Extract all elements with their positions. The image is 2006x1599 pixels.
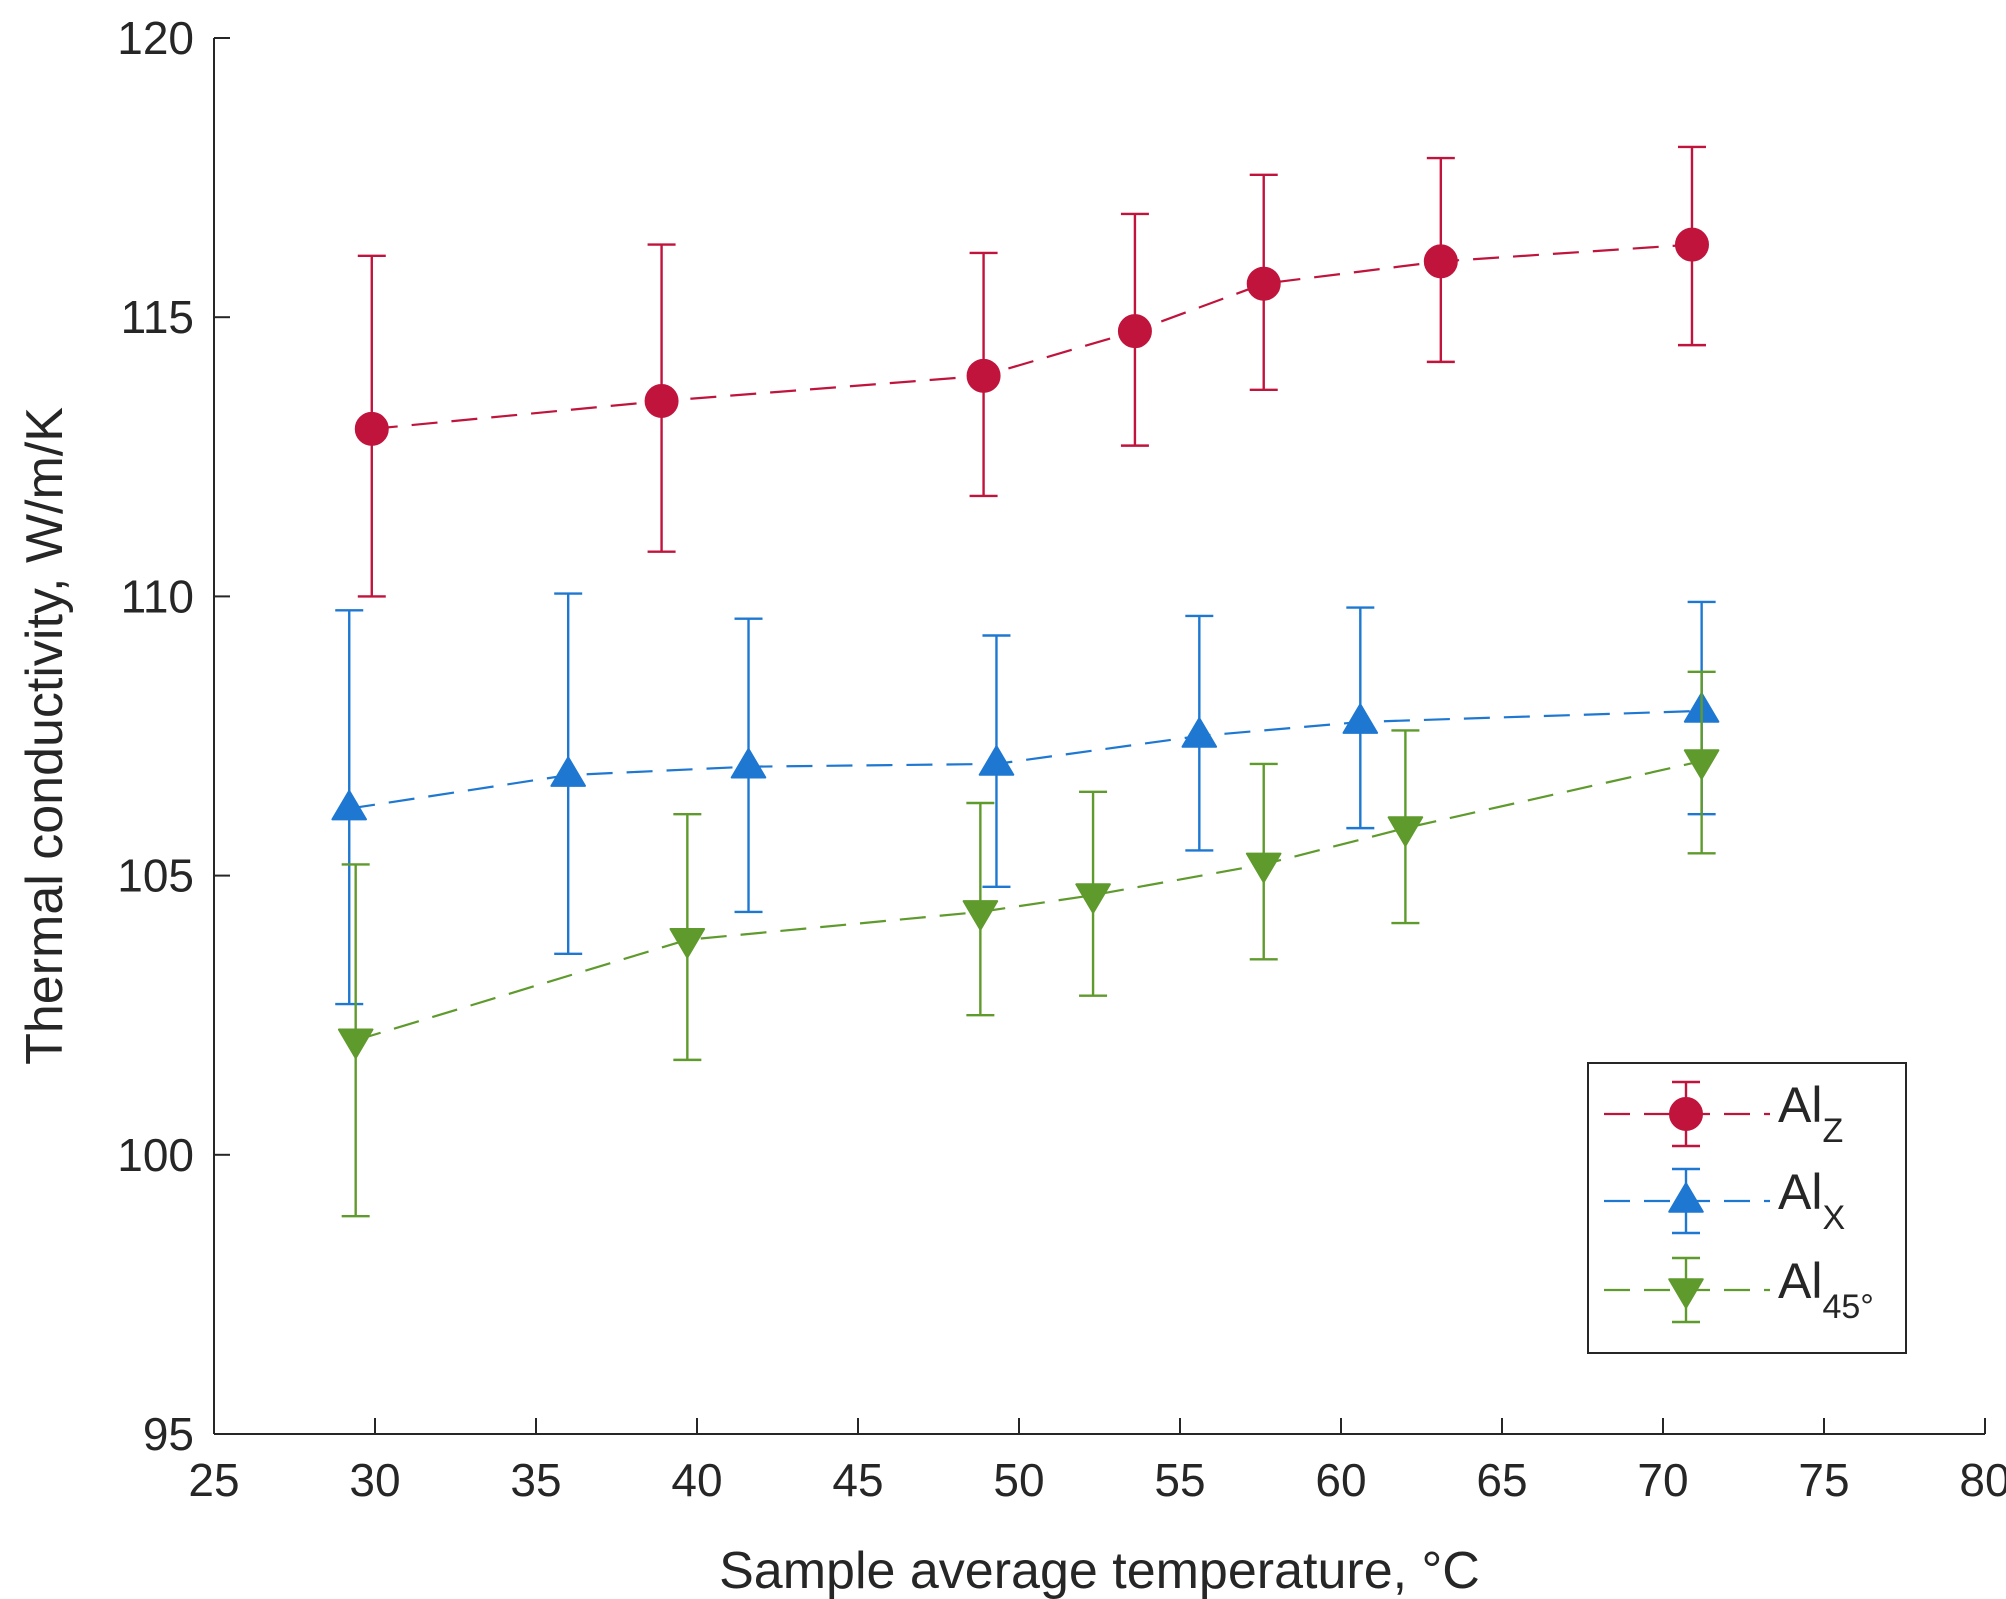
- legend-label-main: Al: [1778, 1164, 1822, 1220]
- data-point: [337, 1028, 374, 1059]
- data-point: [966, 358, 1001, 393]
- legend-label: Al45°: [1778, 1253, 1874, 1326]
- series-1: [331, 592, 1720, 1006]
- x-tick-label: 70: [1637, 1454, 1688, 1506]
- x-axis-title: Sample average temperature, °C: [719, 1542, 1480, 1599]
- legend-label-subscript: 45°: [1822, 1288, 1873, 1326]
- y-tick-label: 100: [117, 1129, 194, 1181]
- legend-label-subscript: X: [1822, 1199, 1845, 1237]
- x-tick-label: 55: [1154, 1454, 1205, 1506]
- legend-marker: [1668, 1278, 1704, 1309]
- legend-label: AlZ: [1778, 1077, 1843, 1150]
- y-axis-title: Thermal conductivity, W/m/K: [16, 407, 74, 1065]
- plot-series: [331, 145, 1720, 1218]
- data-point: [550, 756, 586, 787]
- legend-entry-2: Al45°: [1604, 1253, 1874, 1326]
- legend-label-subscript: Z: [1822, 1112, 1843, 1150]
- series-0: [354, 145, 1709, 598]
- axes: [213, 38, 1985, 1435]
- legend-box: [1587, 1062, 1907, 1354]
- x-tick-label: 45: [832, 1454, 883, 1506]
- legend-label-main: Al: [1778, 1077, 1822, 1133]
- x-tick-label: 30: [349, 1454, 400, 1506]
- legend-entry-0: AlZ: [1604, 1077, 1843, 1150]
- x-tick-label: 40: [671, 1454, 722, 1506]
- legend-entry-1: AlX: [1604, 1164, 1845, 1237]
- x-tick-label: 80: [1959, 1454, 2006, 1506]
- y-tick-label: 110: [121, 570, 194, 622]
- y-tick-label: 95: [143, 1408, 194, 1460]
- series-2: [337, 670, 1720, 1218]
- data-point: [331, 789, 367, 821]
- data-point: [962, 900, 999, 931]
- legend-marker: [1669, 1097, 1703, 1131]
- legend-label: AlX: [1778, 1164, 1845, 1237]
- data-point: [354, 411, 389, 446]
- x-tick-label: 60: [1315, 1454, 1366, 1506]
- legend-marker: [1668, 1182, 1704, 1213]
- data-point: [1674, 227, 1709, 262]
- data-point: [1387, 816, 1424, 847]
- data-point: [1181, 717, 1218, 748]
- y-tick-label: 115: [121, 291, 194, 343]
- data-point: [1075, 883, 1111, 914]
- data-point: [1245, 852, 1282, 884]
- x-tick-label: 35: [510, 1454, 561, 1506]
- data-point: [669, 928, 706, 959]
- x-tick-label: 65: [1476, 1454, 1527, 1506]
- x-tick-label: 25: [188, 1454, 239, 1506]
- y-tick-label: 105: [117, 850, 194, 902]
- data-point: [1117, 314, 1152, 349]
- data-point: [978, 745, 1015, 776]
- data-point: [1342, 703, 1379, 734]
- x-tick-label: 50: [993, 1454, 1044, 1506]
- data-point: [730, 748, 767, 779]
- y-tick-label: 120: [117, 12, 194, 64]
- legend-label-main: Al: [1778, 1253, 1822, 1309]
- data-point: [1246, 266, 1281, 301]
- data-point: [1423, 244, 1458, 279]
- x-tick-label: 75: [1798, 1454, 1849, 1506]
- y-axis-ticks: 95 100 105 110 115 120: [117, 12, 230, 1460]
- data-point: [644, 383, 679, 418]
- data-point: [1683, 749, 1720, 780]
- x-axis-ticks: 25 30 35 40 45 50 55 60 65 70 75 80: [188, 1418, 2006, 1506]
